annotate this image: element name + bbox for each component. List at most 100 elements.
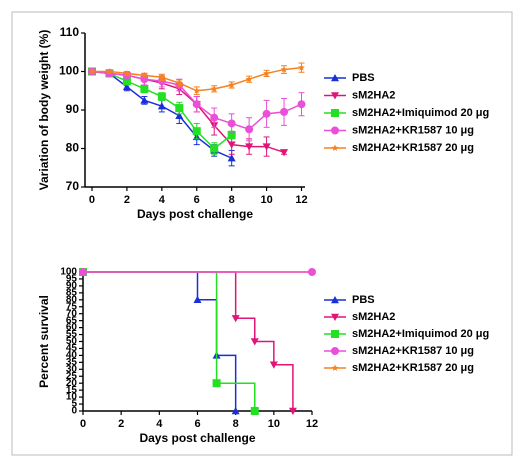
marker — [231, 315, 240, 323]
legend-label: sM2HA2+Imiquimod 20 μg — [352, 328, 489, 340]
y-tick-label: 60 — [66, 322, 78, 333]
legend-label: sM2HA2+KR1587 20 μg — [352, 142, 474, 154]
marker — [298, 64, 305, 71]
legend-label: sM2HA2+KR1587 10 μg — [352, 345, 474, 357]
x-tick-label: 12 — [295, 194, 307, 206]
marker — [123, 69, 131, 77]
marker — [192, 100, 201, 109]
marker — [331, 347, 339, 355]
y-tick-label: 100 — [59, 64, 79, 78]
marker — [227, 131, 236, 140]
series-line — [91, 70, 285, 154]
marker — [79, 268, 87, 276]
y-tick-label: 110 — [60, 25, 80, 39]
marker — [140, 84, 149, 93]
y-tick-label: 25 — [66, 371, 78, 382]
marker — [106, 67, 113, 75]
marker — [157, 77, 166, 86]
marker — [231, 407, 240, 415]
y-tick-label: 45 — [66, 343, 78, 354]
x-tick-label: 10 — [260, 194, 272, 206]
x-tick-label: 8 — [229, 194, 235, 206]
marker — [210, 144, 219, 153]
marker — [157, 92, 166, 101]
series-line — [83, 271, 294, 411]
marker — [122, 77, 131, 86]
y-tick-label: 40 — [66, 350, 78, 361]
marker — [227, 141, 236, 149]
y-tick-label: 85 — [66, 287, 78, 298]
marker — [175, 104, 184, 113]
marker — [140, 96, 149, 104]
marker — [158, 73, 166, 81]
x-tick-label: 8 — [233, 418, 239, 430]
x-tick-label: 4 — [156, 418, 163, 430]
x-tick-label: 12 — [306, 418, 318, 430]
x-tick-label: 6 — [194, 418, 200, 430]
legend-label: sM2HA2+KR1587 10 μg — [352, 124, 474, 136]
y-tick-label: 80 — [66, 294, 78, 305]
marker — [88, 67, 96, 75]
marker — [245, 125, 254, 134]
y-tick-label: 10 — [66, 392, 78, 403]
y-tick-label: 75 — [66, 301, 78, 312]
marker — [331, 144, 339, 151]
y-tick-label: 100 — [60, 267, 77, 278]
y-tick-label: 90 — [66, 102, 80, 116]
marker — [122, 82, 131, 91]
y-axis-label: Percent survival — [37, 295, 51, 388]
marker — [262, 109, 271, 118]
legend-label: PBS — [352, 72, 375, 84]
x-tick-label: 0 — [89, 194, 95, 206]
y-tick-label: 80 — [66, 141, 80, 155]
y-tick-label: 20 — [66, 378, 78, 389]
marker — [210, 113, 219, 122]
marker — [250, 338, 259, 346]
frame — [11, 11, 513, 456]
y-tick-label: 0 — [71, 406, 77, 417]
legend-label: sM2HA2+KR1587 20 μg — [352, 362, 474, 374]
marker — [288, 407, 297, 415]
x-tick-label: 4 — [159, 194, 166, 206]
legend-label: sM2HA2 — [352, 89, 395, 101]
marker — [212, 379, 221, 388]
y-tick-label: 35 — [66, 357, 78, 368]
legend-label: sM2HA2 — [352, 311, 395, 323]
y-tick-label: 95 — [66, 274, 78, 285]
marker — [157, 102, 166, 110]
x-tick-label: 2 — [124, 194, 130, 206]
marker — [193, 87, 201, 94]
marker — [192, 127, 201, 136]
marker — [175, 111, 184, 119]
marker — [331, 74, 339, 82]
marker — [269, 361, 278, 369]
marker — [331, 313, 339, 321]
series-line — [83, 271, 256, 411]
marker — [308, 268, 316, 276]
x-tick-label: 10 — [268, 418, 280, 430]
marker — [331, 126, 339, 135]
x-tick-label: 6 — [194, 194, 200, 206]
y-tick-label: 90 — [66, 281, 78, 292]
y-tick-label: 70 — [66, 179, 80, 193]
y-tick-label: 70 — [66, 308, 78, 319]
y-tick-label: 5 — [71, 399, 77, 410]
x-tick-label: 0 — [80, 418, 86, 430]
marker — [331, 296, 339, 304]
marker — [245, 75, 253, 83]
y-tick-label: 65 — [66, 315, 78, 326]
y-tick-label: 50 — [66, 336, 78, 347]
marker — [262, 143, 271, 151]
marker — [280, 65, 288, 73]
marker — [210, 85, 218, 92]
marker — [331, 109, 339, 117]
marker — [280, 107, 289, 116]
x-axis-label: Days post challenge — [137, 207, 253, 221]
marker — [250, 407, 259, 415]
y-tick-label: 30 — [66, 364, 78, 375]
marker — [331, 92, 339, 100]
y-tick-label: 55 — [66, 329, 78, 340]
marker — [227, 154, 236, 162]
legend-label: sM2HA2+Imiquimod 20 μg — [352, 107, 489, 119]
